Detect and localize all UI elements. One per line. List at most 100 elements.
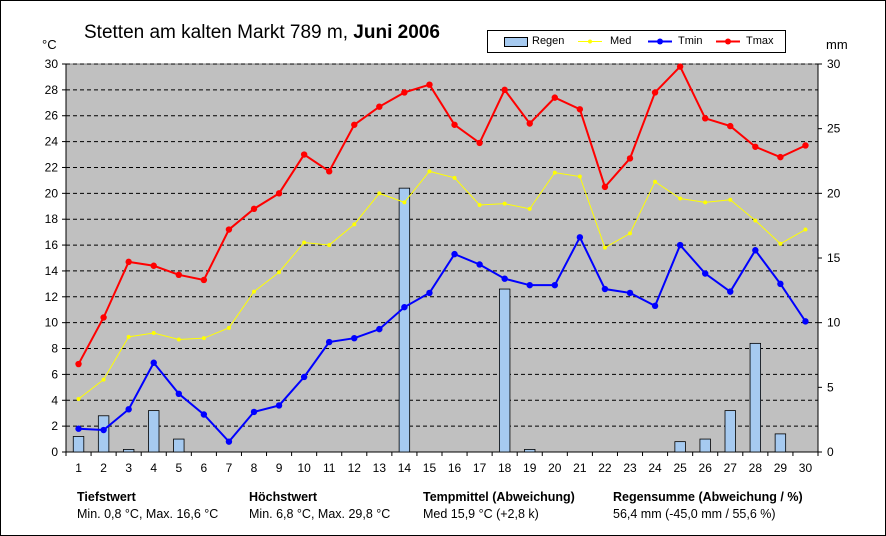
point-tmin [727, 288, 734, 295]
bar-regen [398, 187, 411, 453]
stats-mean-heading: Tempmittel (Abweichung) [423, 490, 575, 504]
bar-regen [774, 433, 787, 453]
x-tick-label: 22 [598, 461, 612, 475]
y-tick-label-left: 2 [51, 419, 58, 433]
point-med [527, 206, 532, 211]
point-tmax [702, 115, 709, 122]
x-tick-label: 15 [423, 461, 437, 475]
title-period: Juni 2006 [353, 22, 440, 43]
point-tmin [626, 289, 634, 297]
y-tick-label-left: 6 [51, 367, 58, 381]
chart-title: Stetten am kalten Markt 789 m, Juni 2006 [84, 22, 440, 44]
point-med [277, 270, 282, 275]
y-tick-label-left: 24 [45, 135, 59, 149]
stats-min-block: Tiefstwert Min. 0,8 °C, Max. 16,6 °C [77, 489, 218, 523]
x-tick-label: 26 [699, 461, 713, 475]
x-tick-label: 19 [523, 461, 537, 475]
stats-min-heading: Tiefstwert [77, 490, 136, 504]
right-axis-unit: mm [826, 37, 848, 52]
point-tmax [576, 106, 584, 113]
y-tick-label-left: 14 [45, 264, 59, 278]
point-med [377, 191, 382, 196]
bar-regen [674, 441, 686, 453]
x-tick-label: 30 [799, 461, 813, 475]
point-tmax [727, 122, 734, 130]
x-tick-label: 18 [498, 461, 512, 475]
point-tmin [401, 303, 408, 311]
point-med [552, 170, 557, 175]
point-tmin [426, 289, 433, 297]
x-tick-label: 8 [251, 461, 258, 475]
x-tick-label: 17 [473, 461, 487, 475]
x-tick-label: 11 [323, 461, 336, 475]
point-med [452, 175, 457, 180]
point-tmin [777, 280, 784, 288]
y-tick-label-left: 4 [51, 393, 58, 407]
x-tick-label: 25 [673, 461, 687, 475]
x-tick-label: 12 [348, 461, 362, 475]
point-med [252, 289, 256, 294]
point-tmax [802, 142, 809, 149]
x-tick-label: 13 [373, 461, 387, 475]
point-med [577, 174, 582, 179]
x-tick-label: 23 [623, 461, 637, 475]
bar-regen [724, 410, 736, 453]
bar-regen [148, 410, 160, 453]
stats-max-heading: Höchstwert [249, 490, 318, 504]
point-tmax [100, 314, 107, 321]
point-tmax [426, 81, 433, 88]
point-tmax [451, 121, 458, 128]
point-tmax [250, 205, 258, 213]
point-tmax [601, 183, 609, 191]
point-med [402, 200, 407, 205]
y-tick-label-left: 30 [45, 57, 59, 71]
line-tmin [78, 235, 807, 444]
point-tmin [576, 234, 584, 241]
point-med [352, 222, 357, 227]
point-med [302, 240, 307, 245]
point-tmin [150, 359, 157, 366]
point-med [602, 245, 607, 250]
point-tmax [351, 121, 358, 128]
x-tick-label: 3 [125, 461, 132, 475]
point-tmax [275, 190, 283, 197]
stats-rain-heading: Regensumme (Abweichung / %) [613, 490, 803, 504]
line-tmax [77, 64, 806, 365]
point-med [678, 196, 683, 201]
y-tick-label-right: 0 [827, 445, 834, 459]
point-med [101, 377, 106, 382]
point-med [151, 331, 156, 336]
point-tmax [551, 94, 558, 101]
point-med [176, 337, 181, 342]
point-tmax [75, 360, 82, 368]
y-tick-label-left: 20 [45, 186, 59, 200]
stats-rain-block: Regensumme (Abweichung / %) 56,4 mm (-45… [613, 489, 803, 523]
point-tmin [601, 285, 609, 293]
point-med [201, 336, 206, 341]
point-tmin [451, 250, 458, 258]
point-tmax [476, 139, 483, 147]
x-tick-label: 16 [448, 461, 462, 475]
point-tmin [376, 325, 383, 333]
stats-mean-block: Tempmittel (Abweichung) Med 15,9 °C (+2,… [423, 489, 575, 523]
point-tmin [225, 438, 233, 445]
point-tmax [150, 262, 157, 269]
y-tick-label-left: 18 [45, 212, 59, 226]
line-med [78, 170, 806, 400]
point-tmin [676, 241, 684, 249]
x-tick-label: 9 [276, 461, 283, 475]
y-tick-label-right: 25 [827, 122, 841, 136]
point-med [502, 201, 507, 206]
point-med [427, 169, 432, 174]
x-tick-label: 4 [150, 461, 157, 475]
point-tmin [326, 338, 333, 346]
point-tmax [200, 276, 208, 284]
legend-label-med: Med [610, 35, 632, 47]
point-tmin [175, 390, 182, 397]
point-med [628, 231, 632, 236]
bar-regen [72, 436, 85, 453]
point-tmin [476, 261, 483, 268]
x-tick-label: 21 [573, 461, 587, 475]
point-tmax [676, 63, 684, 70]
